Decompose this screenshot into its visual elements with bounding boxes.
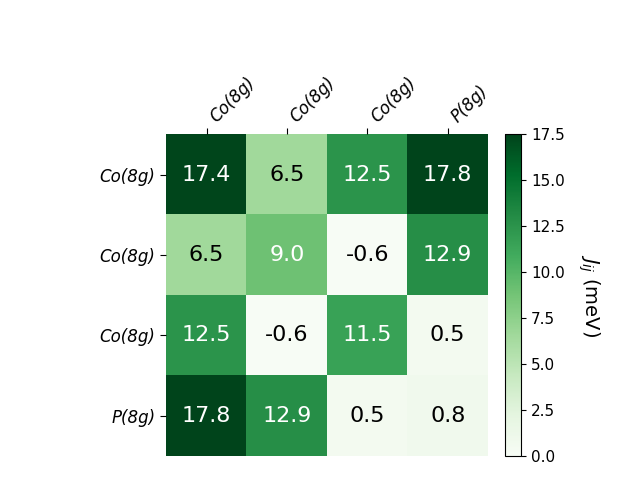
Text: 17.8: 17.8: [182, 406, 231, 426]
Text: 0.5: 0.5: [349, 406, 385, 426]
Text: 0.8: 0.8: [430, 406, 465, 426]
Text: 12.5: 12.5: [342, 165, 392, 185]
Text: 0.5: 0.5: [430, 325, 465, 346]
Text: 17.8: 17.8: [423, 165, 472, 185]
Text: 12.9: 12.9: [262, 406, 312, 426]
Text: -0.6: -0.6: [265, 325, 308, 346]
Text: 12.5: 12.5: [182, 325, 231, 346]
Text: -0.6: -0.6: [346, 245, 389, 265]
Text: 9.0: 9.0: [269, 245, 305, 265]
Text: 11.5: 11.5: [342, 325, 392, 346]
Text: 12.9: 12.9: [423, 245, 472, 265]
Text: 6.5: 6.5: [189, 245, 224, 265]
Y-axis label: $J_{ij}$ (meV): $J_{ij}$ (meV): [576, 253, 601, 337]
Text: 6.5: 6.5: [269, 165, 305, 185]
Text: 17.4: 17.4: [182, 165, 231, 185]
